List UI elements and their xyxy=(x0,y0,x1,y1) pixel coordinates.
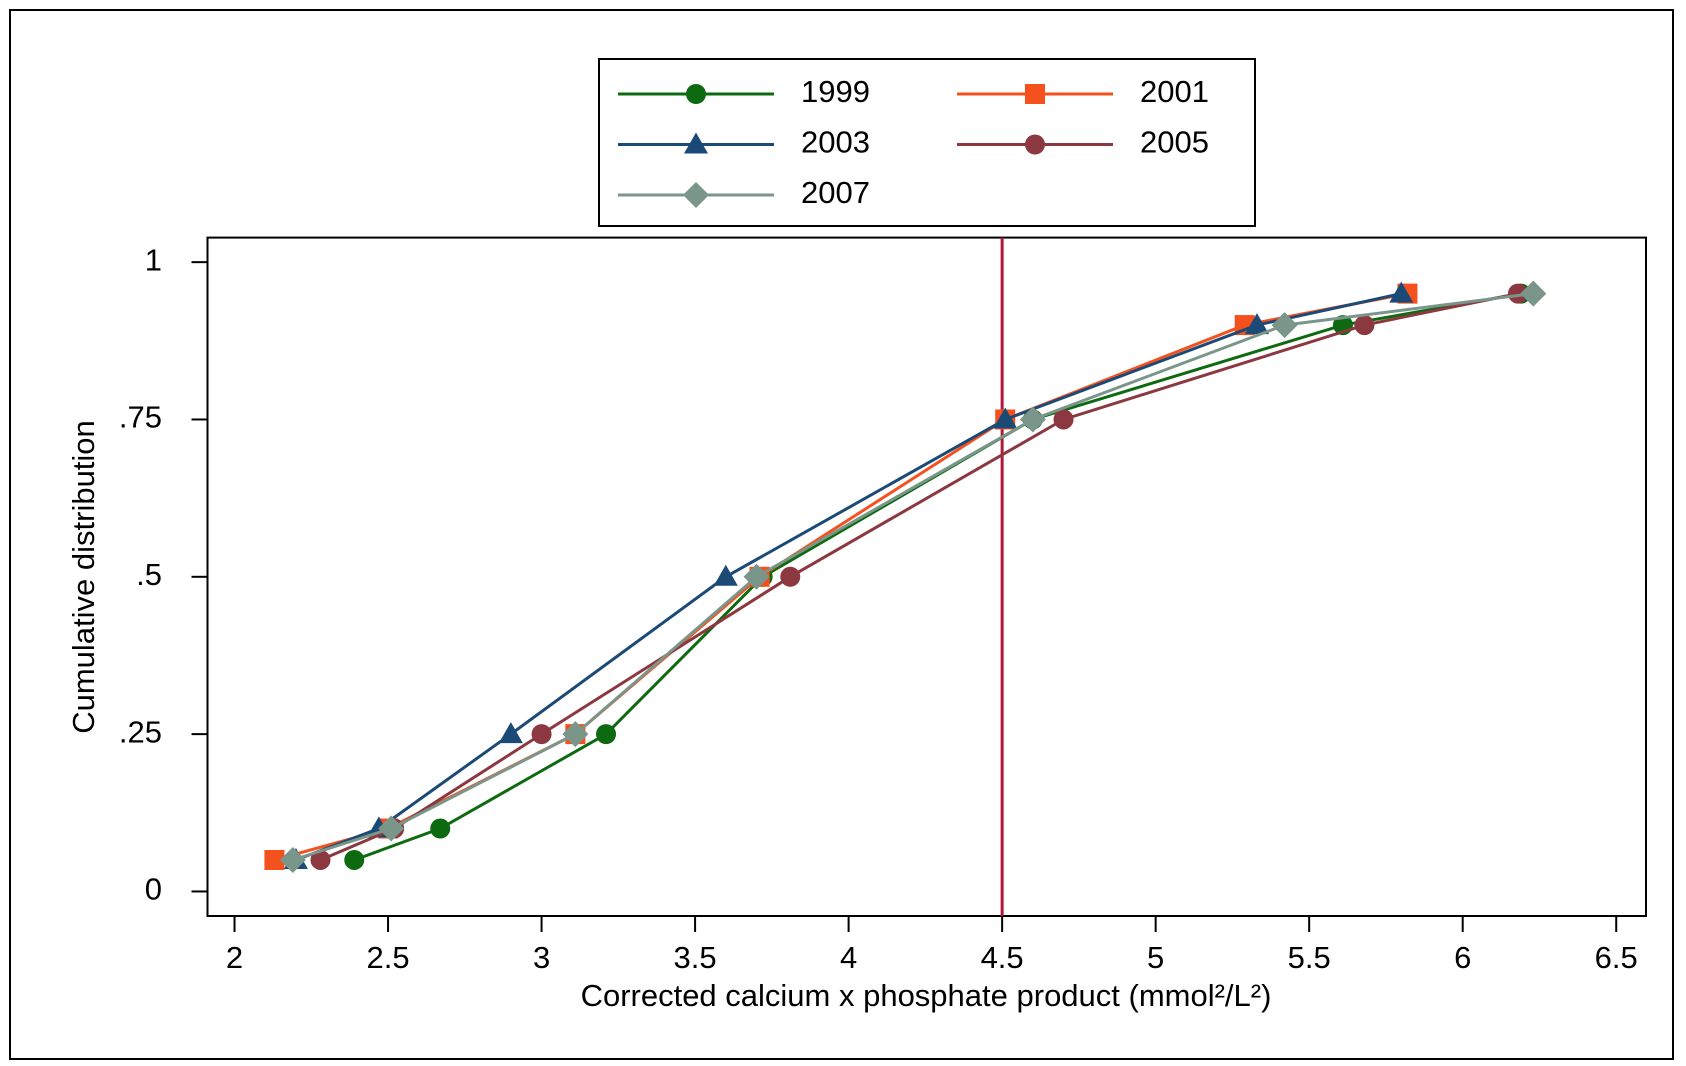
legend-label: 2005 xyxy=(1140,125,1209,160)
legend-label: 2007 xyxy=(801,175,870,210)
y-tick-label: 0 xyxy=(145,872,162,907)
marker xyxy=(1053,409,1074,430)
x-tick-label: 2.5 xyxy=(366,940,409,975)
y-axis-title: Cumulative distribution xyxy=(66,420,101,734)
y-tick-label: .25 xyxy=(119,714,162,749)
marker xyxy=(430,818,451,839)
marker xyxy=(993,407,1018,429)
marker xyxy=(683,182,709,208)
marker xyxy=(531,724,552,745)
marker xyxy=(1507,283,1528,304)
marker xyxy=(780,566,801,587)
marker xyxy=(1025,134,1045,155)
x-tick-label: 6.5 xyxy=(1595,940,1638,975)
marker xyxy=(498,722,523,744)
x-tick-label: 6 xyxy=(1454,940,1471,975)
marker xyxy=(1019,406,1046,433)
plot-area xyxy=(206,236,1647,918)
marker xyxy=(684,132,708,154)
legend-label: 2001 xyxy=(1140,74,1209,109)
marker xyxy=(279,846,306,873)
x-tick-label: 3 xyxy=(533,940,550,975)
marker xyxy=(1354,315,1375,336)
x-tick-label: 5.5 xyxy=(1288,940,1331,975)
legend-label: 1999 xyxy=(801,74,870,109)
legend-label: 2003 xyxy=(801,125,870,160)
marker xyxy=(344,849,365,870)
marker xyxy=(310,849,331,870)
x-tick-label: 2 xyxy=(226,940,243,975)
x-axis-title: Corrected calcium x phosphate product (m… xyxy=(581,978,1272,1013)
legend xyxy=(598,58,1256,227)
marker xyxy=(1025,84,1045,104)
marker xyxy=(686,84,706,104)
marker xyxy=(1520,280,1547,307)
marker xyxy=(264,849,285,870)
marker xyxy=(562,721,589,748)
x-tick-label: 5 xyxy=(1147,940,1164,975)
x-tick-label: 4 xyxy=(840,940,857,975)
marker xyxy=(713,564,738,586)
x-tick-label: 3.5 xyxy=(674,940,717,975)
marker xyxy=(1244,313,1269,335)
y-tick-label: .5 xyxy=(136,557,162,592)
marker xyxy=(596,724,617,745)
marker xyxy=(743,563,770,590)
y-tick-label: 1 xyxy=(145,242,162,277)
marker xyxy=(1271,312,1298,339)
y-tick-label: .75 xyxy=(119,400,162,435)
x-tick-label: 4.5 xyxy=(981,940,1024,975)
marker xyxy=(1389,281,1414,303)
marker xyxy=(378,815,405,842)
